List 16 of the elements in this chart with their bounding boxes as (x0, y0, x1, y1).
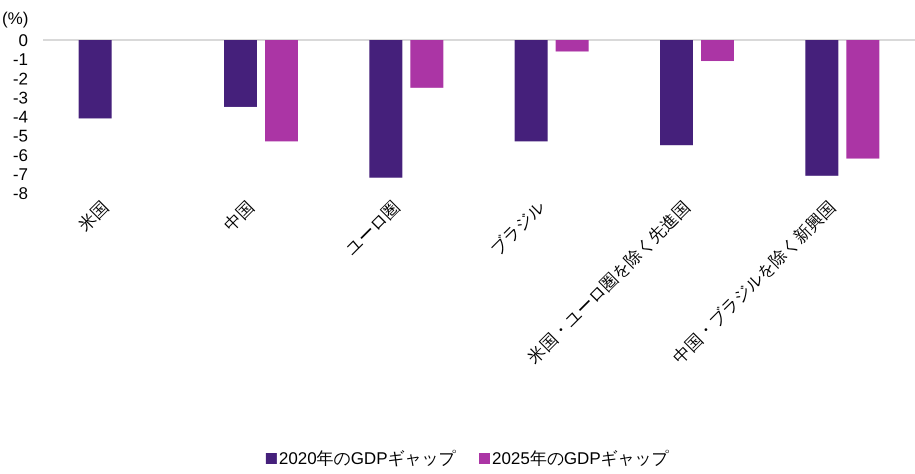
y-tick-label: -8 (12, 184, 28, 203)
y-tick-label: -1 (12, 50, 28, 70)
legend-label: 2025年のGDPギャップ (492, 449, 670, 468)
x-tick-label: ブラジル (486, 197, 548, 259)
y-tick-label: -3 (12, 88, 28, 108)
y-tick-label: -6 (12, 146, 28, 165)
ylabel: (%) (2, 9, 28, 28)
x-tick-label: 米国 (75, 197, 112, 235)
y-tick-label: -5 (12, 126, 28, 146)
y-tick-label: 0 (18, 31, 28, 50)
y-tick-label: -7 (12, 164, 28, 184)
y-tick-label: -4 (12, 108, 28, 126)
y-tick-label: -2 (12, 69, 28, 88)
x-tick-label: 中国 (220, 197, 258, 235)
legend-label: 2020年のGDPギャップ (278, 449, 457, 468)
x-tick-label: ユーロ圏 (342, 197, 404, 259)
